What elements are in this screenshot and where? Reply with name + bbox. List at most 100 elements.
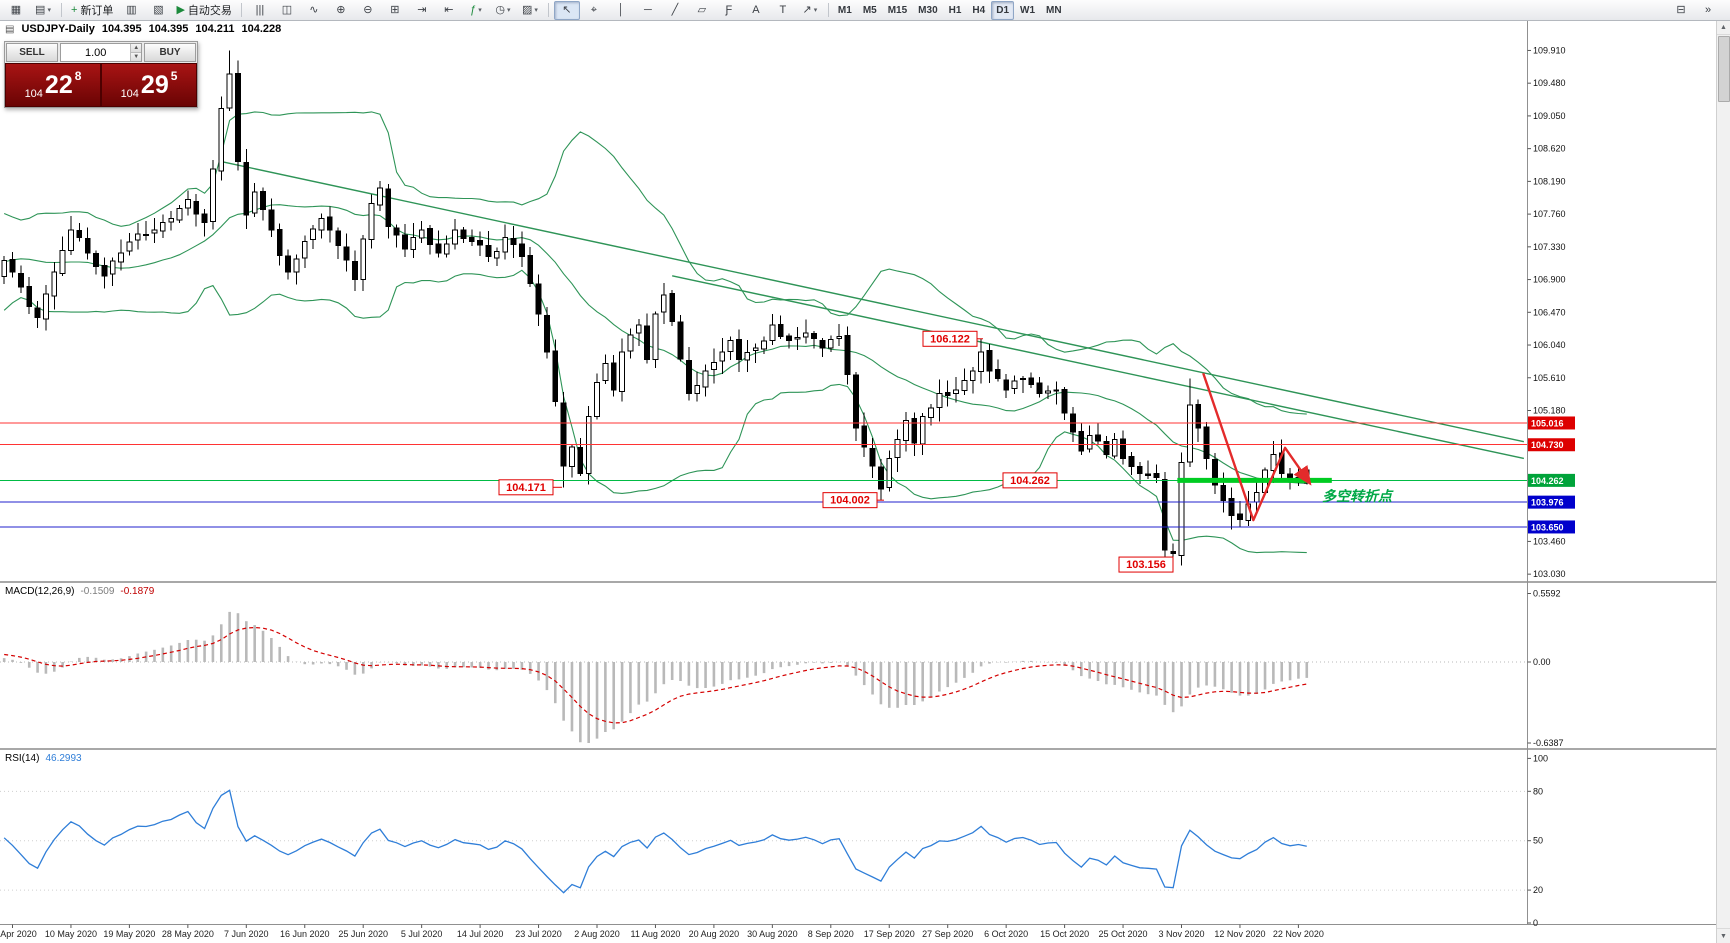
price-callout-text: 103.156 [1126, 559, 1166, 571]
buy-price-button[interactable]: 104 29 5 [102, 64, 196, 106]
periods-icon: ◷ [495, 3, 505, 16]
price-callout-box[interactable] [922, 330, 978, 347]
auto-trading-icon: ▶ [176, 3, 185, 16]
bar-chart-button[interactable]: ||| [247, 1, 273, 20]
market-watch-button[interactable]: ▥ [118, 1, 144, 20]
svg-text:103.976: 103.976 [1531, 498, 1564, 508]
toolbar-right: ⊟» [1668, 1, 1721, 20]
svg-text:108.620: 108.620 [1533, 144, 1566, 154]
zoom-in-button[interactable]: ⊕ [328, 1, 354, 20]
scrollbar-thumb[interactable] [1718, 36, 1730, 102]
auto-trading-button[interactable]: ▶ 自动交易 [172, 1, 235, 20]
timeframe-m30-button[interactable]: M30 [918, 4, 938, 16]
new-chart-button[interactable]: ▦ [3, 1, 29, 20]
periods-button[interactable]: ◷ ▾ [490, 1, 516, 20]
channel-button[interactable]: ▱ [689, 1, 715, 20]
svg-text:105.610: 105.610 [1533, 373, 1566, 383]
sell-price-prefix: 104 [24, 88, 43, 100]
timeframe-m5-button[interactable]: M5 [862, 4, 877, 16]
zigzag-annotation-arrow[interactable] [1202, 372, 1312, 522]
scroll-down-icon[interactable]: ▼ [1717, 928, 1730, 943]
toolbar-separator [827, 3, 829, 17]
cursor-button[interactable]: ↖ [553, 0, 580, 20]
toolbar: ▦ ▤ ▾ + 新订单 ▥ ▧ ▶ 自动交易 ||| ◫ ∿ ⊕ ⊖ ⊞ ⇥ ⇤ ƒ ▾ ◷ ▾ ▨ ▾ ↖ ⌖ │ ─ ╱ ▱ Ƒ A T ↗… [0, 0, 1730, 21]
indicators-button[interactable]: ƒ ▾ [463, 1, 489, 20]
price-callout-box[interactable] [1002, 472, 1058, 489]
rsi-label: RSI(14) 46.2993 [5, 753, 82, 764]
trendline-1[interactable] [221, 160, 1525, 443]
timeframe-m1-button[interactable]: M1 [837, 4, 852, 16]
sell-price-button[interactable]: 104 22 8 [6, 64, 100, 106]
crosshair-button[interactable]: ⌖ [581, 1, 607, 20]
arrows-button[interactable]: ↗ ▾ [797, 1, 823, 20]
chart-background [0, 20, 1730, 943]
timeframe-h4-button[interactable]: H4 [972, 4, 986, 16]
price-callout-box[interactable] [822, 492, 878, 509]
toolbar-items: ▦ ▤ ▾ + 新订单 ▥ ▧ ▶ 自动交易 ||| ◫ ∿ ⊕ ⊖ ⊞ ⇥ ⇤ ƒ ▾ ◷ ▾ ▨ ▾ ↖ ⌖ │ ─ ╱ ▱ Ƒ A T ↗… [3, 0, 833, 20]
volume-up-button[interactable]: ▲ [130, 44, 141, 53]
volume-down-button[interactable]: ▼ [130, 53, 141, 61]
timeframe-m15-button[interactable]: M15 [887, 4, 908, 16]
svg-text:0: 0 [1533, 918, 1538, 928]
chart-canvas[interactable]: 106.122 104.171 104.262 104.002 103.156 多空转折点… [0, 20, 1730, 943]
toolbar-overflow-icon: » [1704, 3, 1712, 16]
dropdown-caret-icon: ▾ [478, 7, 482, 14]
tile-windows-button[interactable]: ⊞ [382, 1, 408, 20]
buy-price-prefix: 104 [120, 88, 139, 100]
scroll-up-icon[interactable]: ▲ [1717, 20, 1730, 35]
timeframe-w1-button[interactable]: W1 [1020, 4, 1036, 16]
vertical-line-button[interactable]: │ [608, 1, 634, 20]
text-label-button[interactable]: T [770, 1, 796, 20]
fibonacci-button[interactable]: Ƒ [716, 1, 742, 20]
svg-text:25 Jun 2020: 25 Jun 2020 [338, 929, 388, 939]
dock-panel-button[interactable]: ⊟ [1668, 1, 1694, 20]
svg-text:11 Aug 2020: 11 Aug 2020 [631, 929, 681, 939]
svg-text:27 Sep 2020: 27 Sep 2020 [922, 929, 973, 939]
chart-shift-button[interactable]: ⇤ [436, 1, 462, 20]
price-tag [1528, 473, 1575, 487]
zoom-out-button[interactable]: ⊖ [355, 1, 381, 20]
vertical-scrollbar[interactable]: ▲ ▼ [1716, 20, 1730, 943]
timeframe-h1-button[interactable]: H1 [948, 4, 962, 16]
svg-text:20 Aug 2020: 20 Aug 2020 [689, 929, 740, 939]
data-window-button[interactable]: ▧ [145, 1, 171, 20]
sell-button[interactable]: SELL [6, 43, 58, 62]
svg-text:80: 80 [1533, 786, 1543, 796]
time-axis[interactable]: 30 Apr 2020 10 May 2020 19 May 2020 28 May … [0, 924, 1324, 940]
price-callout-box[interactable] [1118, 556, 1174, 573]
text-button[interactable]: A [743, 1, 769, 20]
svg-text:0.00: 0.00 [1533, 657, 1551, 667]
templates-button[interactable]: ▨ ▾ [517, 1, 543, 20]
timeframe-d1-button[interactable]: D1 [991, 0, 1015, 20]
one-click-trading-panel: SELL ▲ ▼ BUY 104 22 8 104 29 5 [4, 41, 198, 108]
new-order-button[interactable]: + 新订单 [67, 1, 117, 20]
horizontal-line-button[interactable]: ─ [635, 1, 661, 20]
line-chart-button[interactable]: ∿ [301, 1, 327, 20]
fibonacci-icon: Ƒ [725, 3, 733, 16]
trendline-button[interactable]: ╱ [662, 1, 688, 20]
price-axis[interactable]: 109.910 109.480 109.050 108.620 108.190 107.7… [1527, 45, 1576, 928]
trendline-icon: ╱ [671, 3, 679, 16]
price-callout-box[interactable] [498, 479, 554, 496]
svg-text:22 Nov 2020: 22 Nov 2020 [1273, 929, 1324, 939]
cursor-icon: ↖ [562, 3, 572, 16]
rsi-name: RSI(14) [5, 753, 40, 764]
channel-icon: ▱ [697, 3, 707, 16]
volume-input[interactable] [61, 44, 131, 61]
profiles-button[interactable]: ▤ ▾ [30, 1, 56, 20]
toolbar-overflow-button[interactable]: » [1695, 1, 1721, 20]
new-order-label: 新订单 [80, 5, 114, 17]
price-tag [1528, 495, 1575, 509]
timeframe-mn-button[interactable]: MN [1046, 4, 1062, 16]
quote-high: 104.395 [148, 23, 189, 35]
price-tag [1528, 520, 1575, 534]
trendline-2[interactable] [672, 275, 1525, 460]
price-tag [1528, 438, 1575, 452]
dropdown-caret-icon: ▾ [47, 7, 51, 14]
chart-icon: ▤ [5, 23, 15, 35]
candlestick-chart-button[interactable]: ◫ [274, 1, 300, 20]
candlestick-chart-icon: ◫ [281, 3, 293, 16]
buy-button[interactable]: BUY [144, 43, 196, 62]
auto-scroll-button[interactable]: ⇥ [409, 1, 435, 20]
svg-text:25 Oct 2020: 25 Oct 2020 [1099, 929, 1148, 939]
